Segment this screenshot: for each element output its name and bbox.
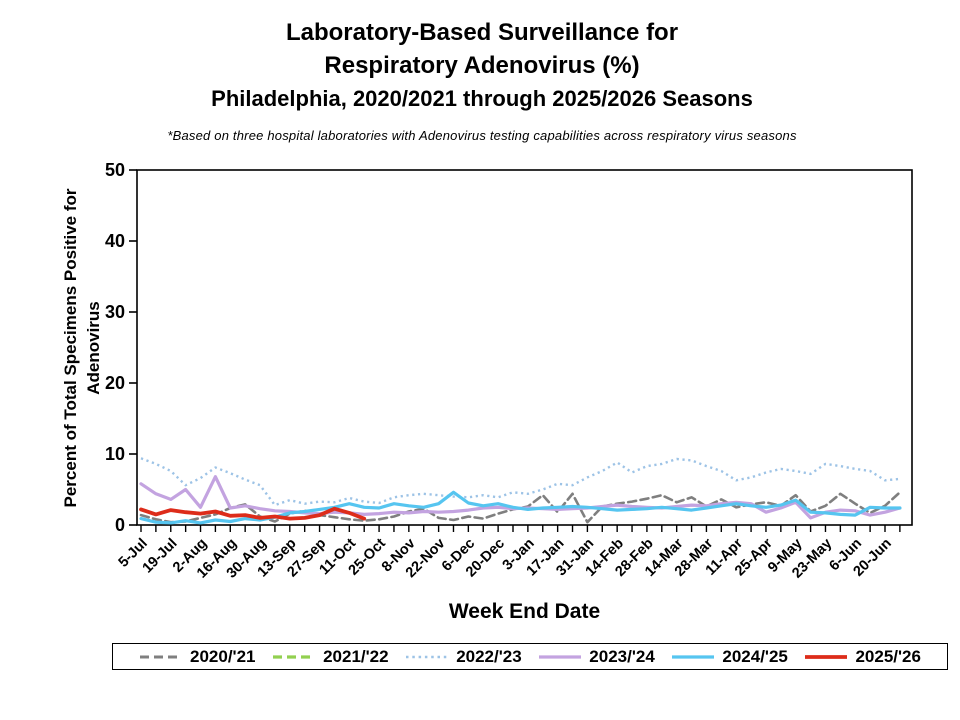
- y-tick-label: 40: [105, 231, 125, 251]
- plot-frame: [136, 169, 913, 526]
- series-line-2025--26: [139, 506, 367, 521]
- y-tick-label: 20: [105, 373, 125, 393]
- series-line-2022--23: [140, 457, 901, 507]
- chart-footnote: *Based on three hospital laboratories wi…: [167, 128, 797, 143]
- legend-line-sample: [805, 654, 848, 659]
- chart-title-line3: Philadelphia, 2020/2021 through 2025/202…: [211, 86, 753, 111]
- legend-item-2024--25: 2024/'25: [671, 647, 788, 667]
- legend-item-2025--26: 2025/'26: [804, 647, 921, 667]
- legend-label: 2025/'26: [855, 646, 921, 666]
- x-axis-title: Week End Date: [448, 600, 601, 623]
- legend-line-sample: [406, 655, 449, 658]
- legend-item-2022--23: 2022/'23: [405, 647, 522, 667]
- legend-line-sample: [273, 654, 316, 659]
- title-block: Laboratory-Based Surveillance for Respir…: [2, 16, 960, 143]
- y-tick-label: 10: [105, 444, 125, 464]
- legend-label: 2021/'22: [323, 646, 389, 666]
- series-line-2020--21: [139, 490, 902, 524]
- legend: 2020/'21 2021/'22 2022/'23 2023/'24 2024/'25…: [112, 643, 948, 670]
- chart-title-line1: Laboratory-Based Surveillance for: [285, 19, 679, 46]
- legend-label: 2023/'24: [589, 646, 655, 666]
- y-tick-label: 0: [115, 515, 125, 535]
- legend-label: 2022/'23: [456, 646, 522, 666]
- legend-label: 2020/'21: [190, 646, 256, 666]
- chart-title-line2: Respiratory Adenovirus (%): [324, 52, 640, 79]
- legend-line-sample: [140, 655, 182, 658]
- legend-label: 2024/'25: [722, 646, 788, 666]
- legend-line-sample: [672, 654, 715, 659]
- legend-item-2021--22: 2021/'22: [272, 647, 389, 667]
- y-tick-label: 30: [105, 302, 125, 322]
- legend-item-2020--21: 2020/'21: [139, 647, 256, 667]
- legend-item-2023--24: 2023/'24: [538, 647, 655, 667]
- y-tick-label: 50: [105, 160, 125, 180]
- legend-line-sample: [539, 654, 582, 659]
